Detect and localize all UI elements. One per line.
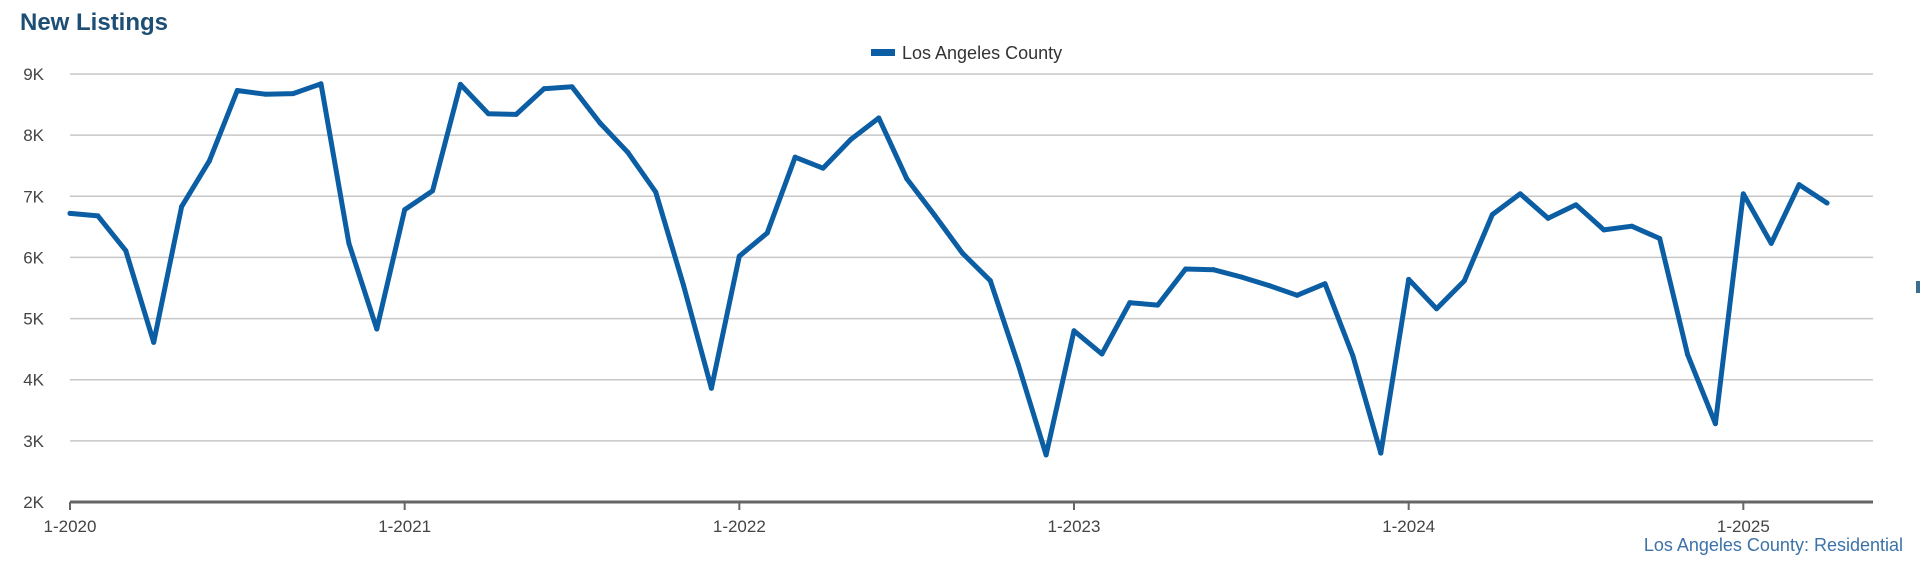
- y-tick-label: 7K: [23, 187, 44, 206]
- data-point[interactable]: [1517, 191, 1523, 197]
- data-point[interactable]: [848, 136, 854, 142]
- data-point[interactable]: [1155, 302, 1161, 308]
- data-point[interactable]: [1685, 352, 1691, 358]
- data-point[interactable]: [457, 81, 463, 87]
- data-point[interactable]: [1266, 283, 1272, 289]
- data-point[interactable]: [1796, 182, 1802, 188]
- data-point[interactable]: [736, 253, 742, 259]
- data-point[interactable]: [1629, 223, 1635, 229]
- x-tick-label: 1-2022: [713, 517, 766, 536]
- data-point[interactable]: [1461, 278, 1467, 284]
- data-point[interactable]: [1712, 421, 1718, 427]
- data-point[interactable]: [1127, 300, 1133, 306]
- data-point[interactable]: [1768, 240, 1774, 246]
- data-point[interactable]: [402, 207, 408, 213]
- data-point[interactable]: [513, 111, 519, 117]
- data-point[interactable]: [1043, 452, 1049, 458]
- data-point[interactable]: [1099, 351, 1105, 357]
- data-point[interactable]: [485, 111, 491, 117]
- data-point[interactable]: [374, 326, 380, 332]
- data-point[interactable]: [820, 165, 826, 171]
- data-point[interactable]: [206, 158, 212, 164]
- data-point[interactable]: [95, 213, 101, 219]
- data-point[interactable]: [653, 189, 659, 195]
- x-tick-label: 1-2025: [1717, 517, 1770, 536]
- grid-lines: [70, 73, 1873, 442]
- data-point[interactable]: [318, 81, 324, 87]
- footer-label: Los Angeles County: Residential: [1643, 535, 1903, 555]
- data-point[interactable]: [625, 149, 631, 155]
- data-point[interactable]: [904, 176, 910, 182]
- data-point[interactable]: [1294, 292, 1300, 298]
- data-point[interactable]: [1350, 353, 1356, 359]
- data-point[interactable]: [290, 91, 296, 97]
- data-point[interactable]: [792, 154, 798, 160]
- data-point[interactable]: [1434, 306, 1440, 312]
- data-point[interactable]: [234, 88, 240, 94]
- y-tick-label: 2K: [23, 493, 44, 512]
- y-tick-label: 3K: [23, 432, 44, 451]
- data-point[interactable]: [764, 230, 770, 236]
- x-tick-label: 1-2020: [44, 517, 97, 536]
- data-point[interactable]: [346, 240, 352, 246]
- data-point[interactable]: [987, 278, 993, 284]
- data-point[interactable]: [262, 91, 268, 97]
- x-axis-ticks: 1-2020 1-2021 1-2022 1-2023 1-2024 1-2025: [44, 502, 1770, 536]
- legend[interactable]: Los Angeles County: [871, 43, 1062, 63]
- data-point[interactable]: [151, 339, 157, 345]
- data-point[interactable]: [1071, 328, 1077, 334]
- series-layer: [67, 81, 1830, 458]
- y-axis-ticks: 2K 3K 4K 5K 6K 7K 8K 9K: [23, 65, 44, 512]
- data-point[interactable]: [67, 210, 73, 216]
- y-tick-label: 8K: [23, 126, 44, 145]
- data-point[interactable]: [1545, 215, 1551, 221]
- x-tick-label: 1-2024: [1382, 517, 1435, 536]
- data-point[interactable]: [541, 86, 547, 92]
- data-point[interactable]: [1740, 191, 1746, 197]
- data-point[interactable]: [1238, 274, 1244, 280]
- legend-swatch: [871, 49, 895, 56]
- data-point[interactable]: [1406, 276, 1412, 282]
- scroll-edge-marker[interactable]: [1916, 281, 1920, 293]
- legend-label-los-angeles-county: Los Angeles County: [902, 43, 1062, 63]
- chart-title: New Listings: [20, 9, 169, 36]
- data-point[interactable]: [569, 84, 575, 90]
- data-point[interactable]: [179, 204, 185, 210]
- y-tick-label: 5K: [23, 310, 44, 329]
- y-tick-label: 9K: [23, 65, 44, 84]
- data-point[interactable]: [932, 212, 938, 218]
- data-point[interactable]: [708, 385, 714, 391]
- series-line-los-angeles-county: [67, 81, 1830, 458]
- data-point[interactable]: [597, 120, 603, 126]
- y-tick-label: 4K: [23, 371, 44, 390]
- y-tick-label: 6K: [23, 248, 44, 267]
- data-point[interactable]: [959, 250, 965, 256]
- data-point[interactable]: [1322, 281, 1328, 287]
- data-point[interactable]: [123, 248, 129, 254]
- x-tick-label: 1-2021: [378, 517, 431, 536]
- data-point[interactable]: [1378, 450, 1384, 456]
- data-point[interactable]: [1015, 361, 1021, 367]
- data-point[interactable]: [430, 188, 436, 194]
- data-point[interactable]: [1601, 227, 1607, 233]
- data-point[interactable]: [876, 115, 882, 121]
- data-point[interactable]: [1824, 200, 1830, 206]
- data-point[interactable]: [1183, 266, 1189, 272]
- data-point[interactable]: [1573, 202, 1579, 208]
- data-point[interactable]: [1210, 267, 1216, 273]
- data-point[interactable]: [1657, 235, 1663, 241]
- data-point[interactable]: [681, 283, 687, 289]
- x-tick-label: 1-2023: [1048, 517, 1101, 536]
- data-point[interactable]: [1489, 212, 1495, 218]
